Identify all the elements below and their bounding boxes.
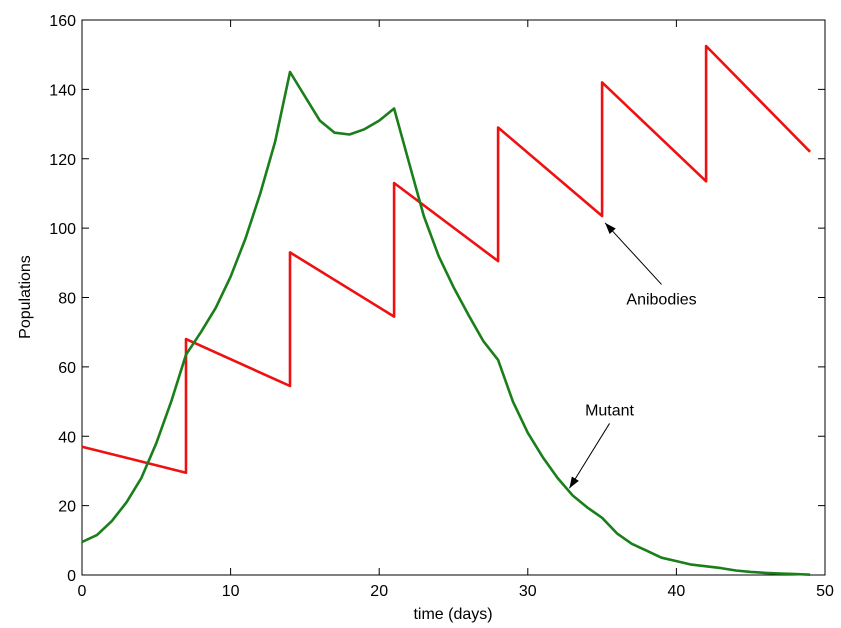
y-axis-label: Populations [17, 255, 34, 339]
red-series-line [81, 44, 812, 475]
y-tick-labels: 0 20 40 60 80 100 120 140 160 [49, 13, 76, 585]
x-tick-labels: 0 10 20 30 40 50 [78, 583, 834, 600]
x-tick-label: 10 [222, 583, 240, 600]
y-tick-label: 60 [58, 360, 76, 377]
annotation-arrow-line [568, 423, 610, 489]
series-layer [81, 44, 812, 576]
annotation-layer: Anibodies Mutant [568, 222, 697, 489]
y-tick-label: 140 [49, 82, 76, 99]
x-tick-label: 30 [519, 583, 537, 600]
x-axis-label: time (days) [413, 606, 492, 623]
annotation-arrow-line [604, 222, 662, 285]
y-tick-label: 40 [58, 429, 76, 446]
x-tick-label: 20 [370, 583, 388, 600]
y-tick-label: 80 [58, 291, 76, 308]
plot-frame [81, 19, 826, 576]
y-tick-label: 100 [49, 221, 76, 238]
y-tick-label: 20 [58, 499, 76, 516]
y-tick-label: 120 [49, 152, 76, 169]
y-tick-label: 160 [49, 13, 76, 30]
x-tick-label: 40 [668, 583, 686, 600]
annotation-label: Mutant [585, 402, 634, 419]
y-tick-label: 0 [67, 568, 76, 585]
x-tick-label: 50 [816, 583, 834, 600]
annotation-label: Anibodies [626, 291, 696, 308]
annotation-arrow-head [605, 222, 616, 235]
x-tick-label: 0 [78, 583, 87, 600]
axis-ticks [81, 19, 826, 576]
annotation-arrow-head [569, 476, 579, 489]
green-series-line [81, 70, 811, 576]
